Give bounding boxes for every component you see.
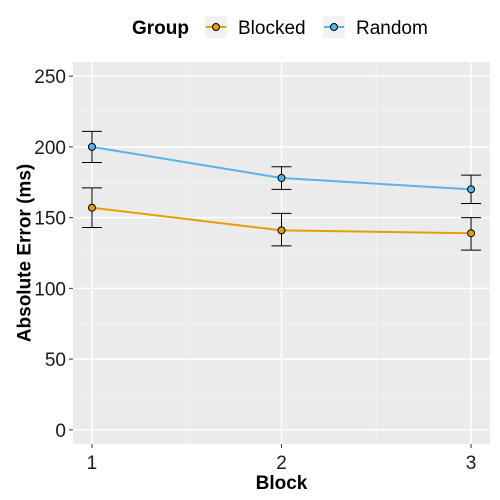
data-point xyxy=(467,185,476,194)
x-tick-label: 3 xyxy=(466,453,477,474)
legend-item-blocked: Blocked xyxy=(205,16,306,39)
y-tick-label: 0 xyxy=(55,421,66,442)
data-point xyxy=(87,142,96,151)
legend-title: Group xyxy=(132,18,189,39)
data-point xyxy=(87,203,96,212)
data-point xyxy=(277,226,286,235)
legend-label: Random xyxy=(356,18,428,39)
y-tick-label: 50 xyxy=(45,350,66,371)
series-blocked xyxy=(81,187,482,251)
x-tick-label: 1 xyxy=(87,453,98,474)
y-tick-label: 250 xyxy=(34,67,66,88)
y-tick-label: 100 xyxy=(34,279,66,300)
legend: Group Blocked Random xyxy=(132,16,428,39)
y-axis-title: Absolute Error (ms) xyxy=(15,164,36,342)
legend-label: Blocked xyxy=(238,18,306,39)
legend-item-random: Random xyxy=(323,16,428,39)
x-tick-label: 2 xyxy=(276,453,287,474)
series-layer xyxy=(81,130,482,251)
axes: 0 50 100 150 200 250 1 2 3 xyxy=(34,67,476,474)
data-point xyxy=(467,229,476,238)
series-random xyxy=(81,130,482,204)
x-axis-title: Block xyxy=(256,473,308,494)
y-tick-label: 200 xyxy=(34,138,66,159)
legend-marker xyxy=(212,23,220,31)
legend-marker xyxy=(330,23,338,31)
data-point xyxy=(277,174,286,183)
y-tick-label: 150 xyxy=(34,209,66,230)
